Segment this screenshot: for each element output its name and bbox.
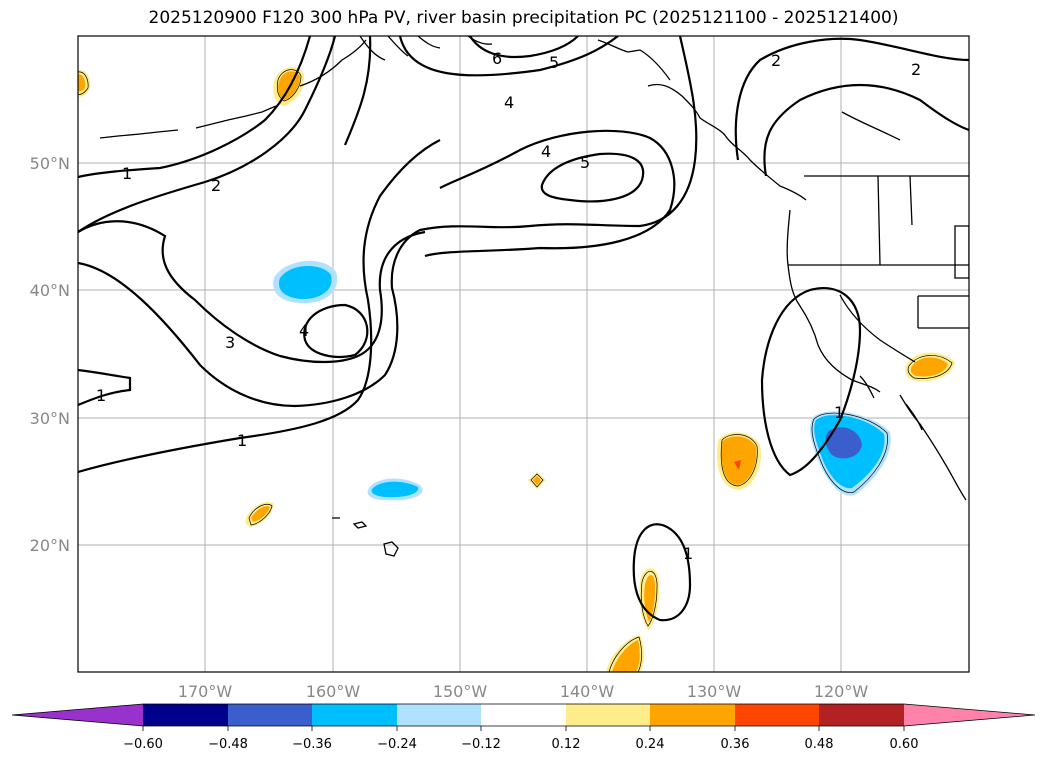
pv-contour-1d (760, 287, 862, 477)
lat-label-50n: 50°N (30, 154, 70, 173)
pv-contour-2b (734, 37, 969, 161)
colorbar-segment (143, 704, 228, 726)
pv-contour-2c (763, 83, 969, 177)
contour-label: 1 (122, 164, 132, 183)
colorbar-segment (819, 704, 904, 726)
contour-label: 2 (771, 51, 781, 70)
pv-contour-1b (78, 139, 441, 474)
lon-label-160w: 160°W (306, 682, 361, 701)
colorbar-tick-label: −0.60 (123, 737, 163, 752)
latitude-labels: 50°N 40°N 30°N 20°N (30, 154, 70, 555)
precip-negative-area (825, 427, 862, 459)
gridlines (78, 36, 969, 672)
contour-labels: 6 5 4 4 5 2 2 1 2 3 4 1 1 1 1 (96, 49, 921, 563)
pv-contour-5b (398, 36, 619, 77)
lon-label-170w: 170°W (178, 682, 233, 701)
colorbar-tick-label: 0.60 (890, 737, 919, 752)
precip-negative-area (371, 481, 419, 498)
pv-contour-1 (78, 36, 312, 179)
precip-positive-area (612, 640, 640, 672)
colorbar-tick-label: 0.12 (552, 737, 581, 752)
contour-label: 1 (834, 403, 844, 422)
contour-label: 1 (96, 386, 106, 405)
colorbar: −0.60 −0.48 −0.36 −0.24 −0.12 0.12 0.24 … (11, 703, 1036, 752)
pv-contour-3 (78, 36, 698, 408)
precip-positive-area (910, 357, 948, 377)
contour-label: 4 (504, 93, 514, 112)
precip-outlines (78, 69, 953, 672)
contour-label: 1 (237, 431, 247, 450)
colorbar-extend-max (904, 704, 1035, 726)
precip-positive-area (734, 460, 741, 470)
contour-label: 2 (911, 60, 921, 79)
colorbar-segment (397, 704, 481, 726)
pv-contour-4b (303, 303, 369, 358)
precip-shading (78, 67, 955, 672)
precip-negative-area (278, 265, 332, 300)
contour-label: 4 (541, 142, 551, 161)
pv-contour-3b (78, 220, 426, 364)
contour-label: 2 (211, 176, 221, 195)
colorbar-tick-label: −0.24 (377, 737, 417, 752)
lon-label-140w: 140°W (560, 682, 615, 701)
colorbar-tick-label: 0.36 (721, 737, 750, 752)
colorbar-tick-label: 0.24 (636, 737, 665, 752)
contour-label: 5 (580, 153, 590, 172)
colorbar-tick-label: 0.48 (805, 737, 834, 752)
pv-contour-2 (78, 36, 337, 233)
contour-label: 1 (683, 544, 693, 563)
lat-label-30n: 30°N (30, 409, 70, 428)
colorbar-segment (228, 704, 312, 726)
colorbar-segment (481, 704, 566, 726)
lat-label-20n: 20°N (30, 536, 70, 555)
contour-label: 4 (299, 321, 309, 340)
precip-positive-area (251, 506, 270, 522)
colorbar-segment (566, 704, 650, 726)
precip-positive-area (533, 476, 541, 485)
colorbar-segment (650, 704, 735, 726)
colorbar-segment (735, 704, 819, 726)
pv-contour-4 (343, 36, 676, 258)
colorbar-tick-label: −0.12 (461, 737, 501, 752)
contour-label: 6 (492, 49, 502, 68)
colorbar-segment (312, 704, 397, 726)
colorbar-tick-label: −0.36 (292, 737, 332, 752)
contour-label: 3 (225, 333, 235, 352)
pv-contour-6 (469, 36, 579, 59)
pv-contour-1c (78, 368, 132, 407)
map-frame (77, 35, 970, 673)
colorbar-extend-min (12, 704, 143, 726)
pv-contour-5 (540, 152, 645, 203)
contour-label: 5 (549, 53, 559, 72)
lat-label-40n: 40°N (30, 281, 70, 300)
colorbar-tick-label: −0.48 (208, 737, 248, 752)
precip-positive-area (78, 74, 86, 92)
pv-contour-1e (632, 523, 692, 622)
pv-contours (78, 36, 969, 622)
lon-label-150w: 150°W (433, 682, 488, 701)
lon-label-120w: 120°W (814, 682, 869, 701)
lon-label-130w: 130°W (687, 682, 742, 701)
coastlines (99, 36, 969, 557)
longitude-labels: 170°W 160°W 150°W 140°W 130°W 120°W (178, 682, 869, 701)
map-title: 2025120900 F120 300 hPa PV, river basin … (148, 8, 899, 28)
